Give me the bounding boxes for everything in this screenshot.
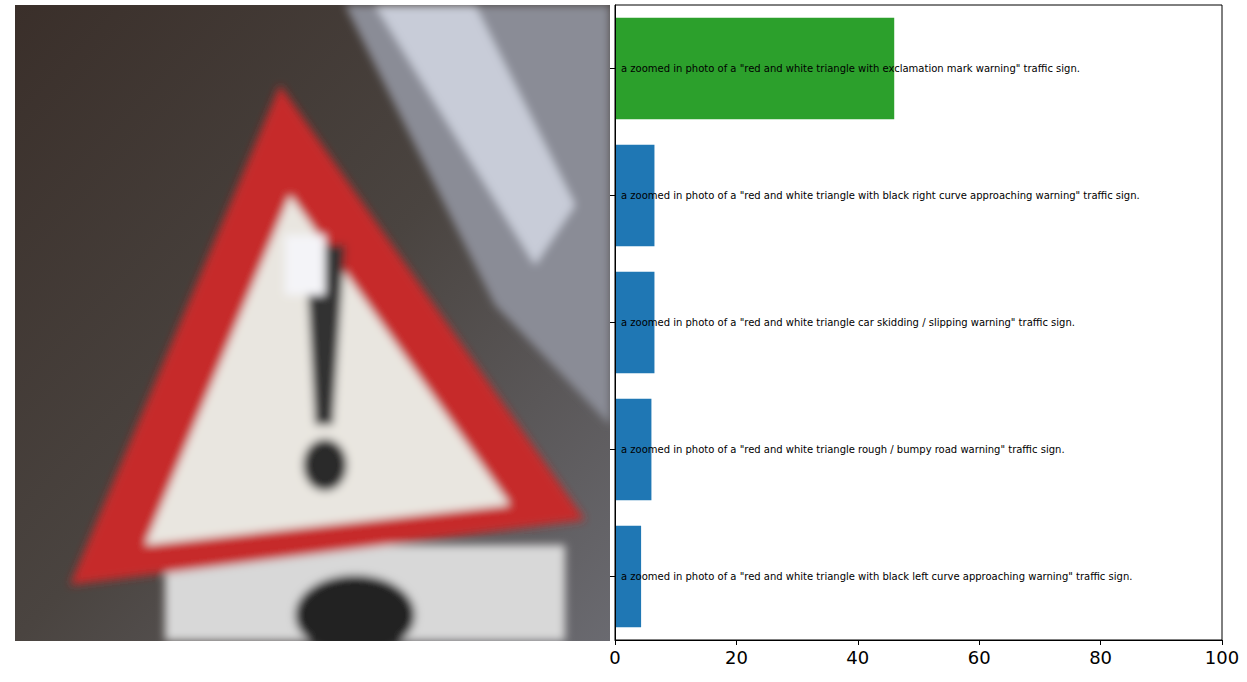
svg-text:a zoomed in photo of a "red an: a zoomed in photo of a "red and white tr… — [621, 190, 1140, 201]
svg-text:0: 0 — [609, 647, 620, 668]
svg-text:60: 60 — [968, 647, 991, 668]
svg-text:a zoomed in photo of a "red an: a zoomed in photo of a "red and white tr… — [621, 571, 1132, 582]
svg-text:100: 100 — [1205, 647, 1239, 668]
svg-text:a zoomed in photo of a "red an: a zoomed in photo of a "red and white tr… — [621, 63, 1080, 74]
svg-text:a zoomed in photo of a "red an: a zoomed in photo of a "red and white tr… — [621, 444, 1065, 455]
svg-text:80: 80 — [1089, 647, 1112, 668]
svg-text:a zoomed in photo of a "red an: a zoomed in photo of a "red and white tr… — [621, 317, 1075, 328]
svg-text:40: 40 — [846, 647, 869, 668]
svg-text:20: 20 — [725, 647, 748, 668]
